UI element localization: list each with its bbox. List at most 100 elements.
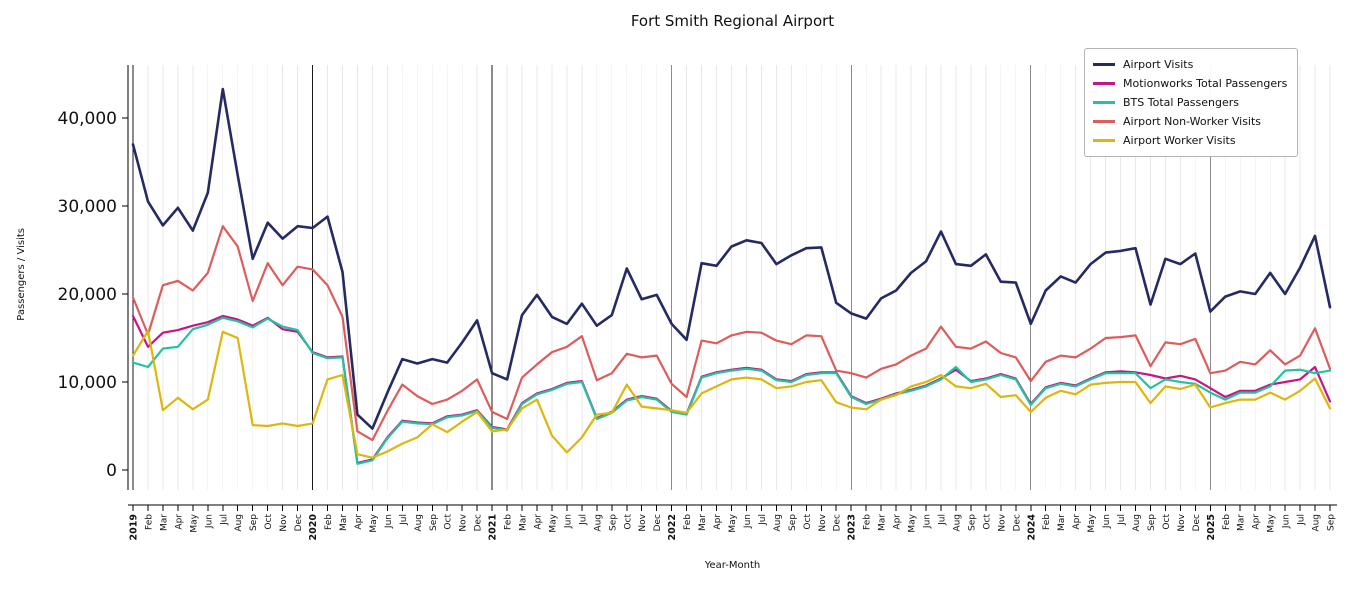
x-tick-label-month: Jul	[1297, 514, 1307, 526]
x-tick-label-month: May	[548, 513, 558, 532]
x-tick-label-month: Dec	[1012, 514, 1022, 531]
y-tick-label: 30,000	[58, 197, 117, 217]
x-tick-label-month: Aug	[234, 514, 244, 532]
x-tick-label-month: Dec	[833, 514, 843, 531]
x-tick-label-month: Oct	[623, 514, 633, 530]
x-tick-label-month: Jun	[1282, 514, 1292, 529]
legend-swatch-airport-non-worker-visits	[1093, 120, 1115, 123]
x-tick-label-month: Sep	[429, 514, 439, 531]
series-line-airport-non-worker-visits	[131, 225, 1332, 442]
series-line-bts-total-passengers	[131, 316, 1332, 465]
x-tick-label-year: 2022	[667, 514, 678, 540]
series-line-airport-worker-visits	[131, 329, 1332, 459]
x-tick-label-month: Jun	[563, 514, 573, 529]
x-tick-label-month: Oct	[982, 514, 992, 530]
x-tick-label-month: Feb	[504, 514, 514, 530]
x-tick-label-month: Aug	[1132, 514, 1142, 532]
x-tick-label-month: Nov	[818, 513, 828, 531]
x-tick-label-month: Oct	[444, 514, 454, 530]
x-tick-label-month: May	[728, 513, 738, 532]
x-tick-label-month: Jul	[1117, 514, 1127, 526]
x-tick-label-month: Feb	[683, 514, 693, 530]
legend-label: Airport Worker Visits	[1123, 134, 1236, 147]
x-tick-label-month: Jun	[923, 514, 933, 529]
x-tick-label-month: Sep	[608, 514, 618, 531]
x-tick-label-month: Jul	[758, 514, 768, 526]
x-tick-label-month: Aug	[1312, 514, 1322, 532]
x-tick-label-month: Feb	[863, 514, 873, 530]
x-tick-label-month: Mar	[1057, 514, 1067, 531]
x-tick-label-month: May	[1267, 513, 1277, 532]
x-tick-label-month: Jun	[743, 514, 753, 529]
legend-item-airport-non-worker-visits: Airport Non-Worker Visits	[1093, 112, 1287, 131]
x-tick-label-month: Jun	[204, 514, 214, 529]
x-tick-label-month: Jul	[937, 514, 947, 526]
legend-label: BTS Total Passengers	[1123, 96, 1240, 109]
x-tick-label-month: May	[1087, 513, 1097, 532]
x-tick-label-month: Mar	[159, 514, 169, 531]
x-tick-label-month: Dec	[294, 514, 304, 531]
x-tick-label-month: Sep	[1147, 514, 1157, 531]
legend-item-motionworks-total-passengers: Motionworks Total Passengers	[1093, 74, 1287, 93]
y-tick-label: 40,000	[58, 109, 117, 129]
x-tick-label-month: Apr	[893, 514, 903, 530]
x-tick-label-month: Apr	[1072, 514, 1082, 530]
x-tick-label-year: 2025	[1206, 514, 1217, 540]
y-tick-label: 20,000	[58, 285, 117, 305]
x-tick-label-month: Aug	[593, 514, 603, 532]
x-tick-label-month: Sep	[249, 514, 259, 531]
x-tick-label-month: Apr	[713, 514, 723, 530]
x-tick-label-month: Oct	[803, 514, 813, 530]
x-tick-label-month: Dec	[1192, 514, 1202, 531]
x-tick-label-month: Jun	[384, 514, 394, 529]
x-tick-label-month: Aug	[952, 514, 962, 532]
x-tick-label-month: Jul	[399, 514, 409, 526]
x-tick-label-month: Nov	[459, 513, 469, 531]
x-tick-label-month: Jul	[219, 514, 229, 526]
x-tick-label-month: Mar	[698, 514, 708, 531]
x-tick-label-month: Feb	[1042, 514, 1052, 530]
legend-label: Airport Visits	[1123, 58, 1194, 71]
x-tick-label-month: May	[369, 513, 379, 532]
x-tick-label-month: Sep	[788, 514, 798, 531]
x-tick-label-month: Nov	[1177, 513, 1187, 531]
x-tick-label-month: Dec	[474, 514, 484, 531]
x-tick-label-month: Apr	[533, 514, 543, 530]
x-tick-label-month: Jun	[1102, 514, 1112, 529]
x-tick-label-year: 2019	[129, 514, 140, 540]
x-tick-label-month: Feb	[1222, 514, 1232, 530]
x-tick-label-month: Nov	[279, 513, 289, 531]
legend-item-bts-total-passengers: BTS Total Passengers	[1093, 93, 1287, 112]
legend-swatch-airport-visits	[1093, 63, 1115, 66]
x-axis-label: Year-Month	[704, 560, 761, 571]
legend-swatch-bts-total-passengers	[1093, 101, 1115, 104]
legend-swatch-motionworks-total-passengers	[1093, 82, 1115, 85]
x-tick-label-month: May	[189, 513, 199, 532]
x-tick-label-month: Aug	[414, 514, 424, 532]
x-tick-label-month: Feb	[324, 514, 334, 530]
x-tick-label-year: 2021	[488, 514, 499, 540]
x-tick-label-month: Nov	[638, 513, 648, 531]
x-tick-label-month: Apr	[1252, 514, 1262, 530]
x-tick-label-year: 2020	[308, 514, 319, 541]
x-tick-label-month: Jul	[578, 514, 588, 526]
y-axis-label: Passengers / Visits	[16, 228, 27, 321]
series-line-airport-visits	[131, 87, 1332, 430]
x-tick-label-month: Nov	[997, 513, 1007, 531]
x-tick-label-month: Feb	[144, 514, 154, 530]
x-tick-label-month: Mar	[1237, 514, 1247, 531]
x-tick-label-month: Mar	[339, 514, 349, 531]
chart-title: Fort Smith Regional Airport	[630, 12, 835, 30]
legend-swatch-airport-worker-visits	[1093, 139, 1115, 142]
x-tick-label-month: Oct	[1162, 514, 1172, 530]
x-tick-label-year: 2023	[847, 514, 858, 540]
legend: Airport Visits Motionworks Total Passenge…	[1084, 48, 1299, 157]
legend-item-airport-worker-visits: Airport Worker Visits	[1093, 131, 1287, 150]
y-tick-label: 0	[106, 461, 117, 481]
x-tick-label-year: 2024	[1026, 514, 1037, 541]
x-tick-label-month: Mar	[878, 514, 888, 531]
x-tick-label-month: Dec	[653, 514, 663, 531]
y-tick-label: 10,000	[58, 373, 117, 393]
